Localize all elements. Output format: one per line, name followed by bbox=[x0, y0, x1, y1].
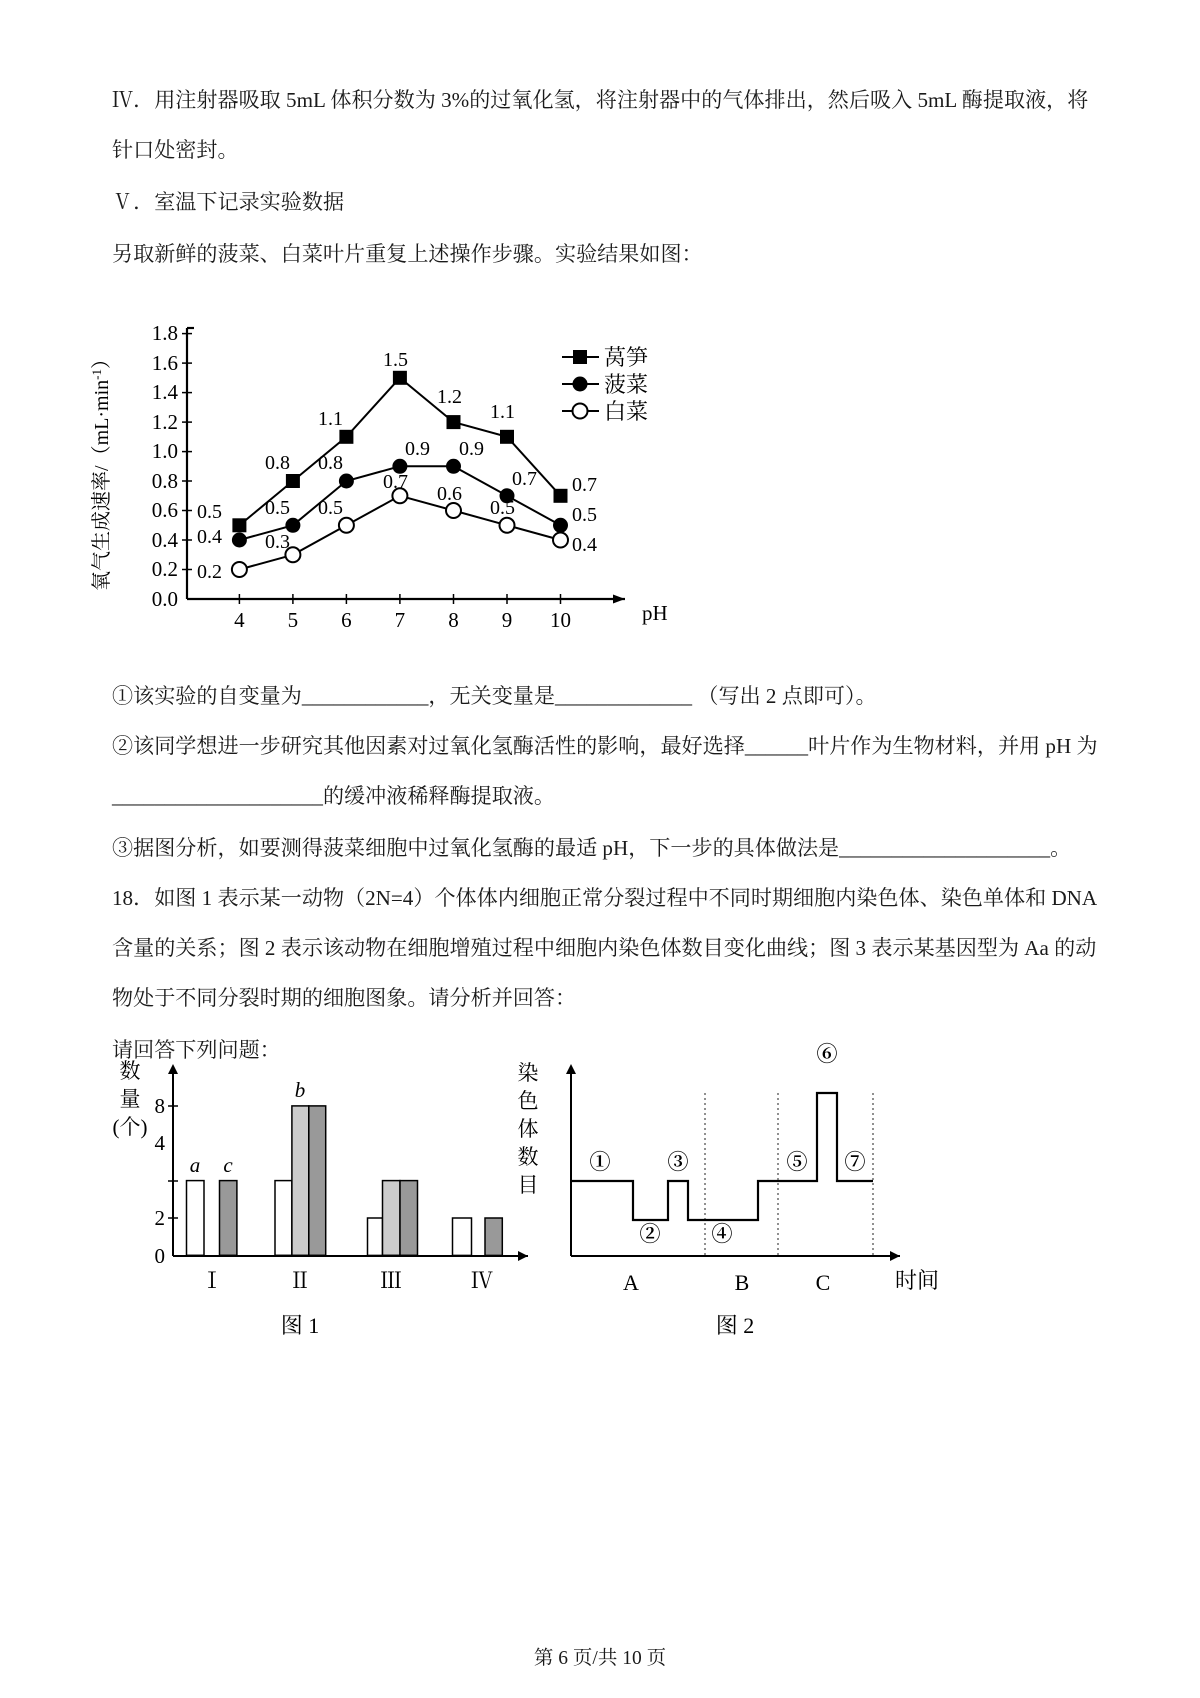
svg-text:C: C bbox=[816, 1270, 831, 1295]
svg-text:B: B bbox=[735, 1270, 750, 1295]
svg-text:②: ② bbox=[640, 1222, 661, 1246]
svg-text:A: A bbox=[623, 1270, 639, 1295]
svg-text:体: 体 bbox=[518, 1117, 539, 1141]
svg-text:①: ① bbox=[590, 1150, 611, 1174]
svg-text:图 2: 图 2 bbox=[716, 1313, 755, 1338]
svg-text:染: 染 bbox=[518, 1061, 539, 1085]
svg-text:时间: 时间 bbox=[895, 1268, 939, 1293]
svg-text:③: ③ bbox=[668, 1150, 689, 1174]
svg-text:⑥: ⑥ bbox=[817, 1042, 838, 1066]
svg-text:⑦: ⑦ bbox=[845, 1150, 866, 1174]
svg-text:⑤: ⑤ bbox=[787, 1150, 808, 1174]
svg-text:④: ④ bbox=[712, 1222, 733, 1246]
svg-text:色: 色 bbox=[518, 1089, 539, 1113]
svg-text:目: 目 bbox=[518, 1173, 539, 1197]
svg-text:数: 数 bbox=[518, 1145, 539, 1169]
